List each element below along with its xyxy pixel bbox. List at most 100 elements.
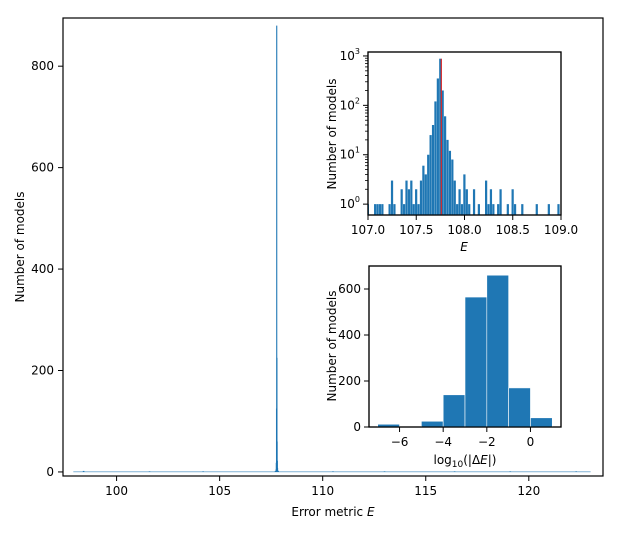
inset-log-bar-20: [429, 135, 432, 215]
inset-log-bar-24: [439, 58, 442, 216]
inset-log-bar-10: [405, 180, 408, 215]
inset-log-bar-41: [489, 189, 493, 215]
inset-delta-plot-frame-top: [368, 265, 562, 428]
inset-log-bar-49: [535, 204, 538, 215]
inset-log-bar-35: [465, 189, 468, 215]
inset-log-bar-8: [400, 189, 403, 215]
inset-log-bar-7: [393, 204, 396, 215]
inset-log-bar-14: [415, 189, 418, 215]
inset-log-bar-31: [456, 204, 459, 215]
main-ytick-label: 800: [31, 59, 54, 73]
inset-log-bar-29: [451, 159, 454, 215]
inset-log-ytick-label: 103: [340, 47, 360, 63]
main-ytick-label: 200: [31, 364, 54, 378]
inset-log-bar-23: [436, 78, 439, 215]
inset-delta-bar-4: [464, 296, 488, 428]
main-xtick-label: 105: [208, 484, 231, 498]
inset-log-bar-46: [511, 189, 514, 215]
main-bar-scatter-5: [453, 471, 456, 472]
inset-log-bars: [368, 58, 560, 216]
inset-log-xtick-label: 109.0: [544, 223, 578, 237]
inset-delta-bar-7: [530, 417, 553, 428]
inset-log-ytick-base: 10: [340, 148, 355, 162]
inset-log-ytick-exp: 3: [355, 47, 360, 56]
inset-delta-xtick-label: −6: [391, 435, 409, 449]
inset-log-bar-38: [477, 204, 480, 215]
inset-log-bar-15: [417, 204, 420, 215]
main-plot-frame: [62, 17, 604, 477]
inset-log-bar-12: [410, 180, 413, 215]
inset-log-bar-1: [374, 204, 377, 215]
main-xtick-label: 100: [105, 484, 128, 498]
inset-delta-xtick-label: 0: [527, 435, 535, 449]
inset-log-bar-51: [557, 204, 560, 215]
inset-log-ytick-label: 102: [340, 96, 360, 112]
inset-log-bar-6: [390, 180, 394, 215]
main-bar-scatter-7: [575, 471, 578, 472]
inset-log-bar-33: [460, 204, 464, 215]
inset-log-xtick-label: 107.5: [399, 223, 433, 237]
main-bars: [73, 25, 591, 473]
inset-delta-x-axis: −6 −4 −2 0: [391, 427, 535, 449]
inset-log-bar-42: [492, 204, 495, 215]
main-ytick-label: 600: [31, 161, 54, 175]
inset-log-x-axis: 107.0 107.5 108.0 108.5 109.0: [351, 215, 578, 237]
main-y-label: Number of models: [13, 191, 27, 302]
main-x-label: Error metric E: [291, 505, 375, 519]
inset-log-bar-37: [472, 189, 476, 215]
inset-delta-x-label: log10(|ΔE|): [433, 453, 496, 470]
main-bar-scatter-4: [383, 471, 386, 472]
inset-delta-ytick-label: 200: [338, 374, 361, 388]
inset-log-bar-2: [376, 204, 379, 215]
inset-delta-ytick-label: 600: [338, 282, 361, 296]
main-bar-11: [277, 470, 279, 472]
inset-log-y-label: Number of models: [325, 78, 339, 189]
inset-delta-bars: [377, 274, 553, 428]
main-xtick-label: 120: [517, 484, 540, 498]
inset-log-ytick-base: 10: [340, 49, 355, 63]
main-bar-scatter-2: [202, 471, 204, 472]
main-bar-8: [277, 467, 279, 472]
inset-delta-chart: −6 −4 −2 0 0 200 400 600 log10(|ΔE|) Number of…: [325, 265, 562, 470]
main-bar-9: [277, 470, 279, 472]
inset-log-xtick-label: 107.0: [351, 223, 385, 237]
main-ytick-label: 0: [46, 465, 54, 479]
inset-log-bar-16: [419, 180, 423, 215]
inset-log-bar-43: [497, 204, 500, 215]
inset-log-bar-40: [487, 204, 490, 215]
main-bar-scatter-0: [82, 470, 85, 472]
inset-delta-xtick-label: −4: [434, 435, 452, 449]
inset-log-ytick-label: 100: [340, 195, 360, 211]
inset-log-ytick-base: 10: [340, 197, 355, 211]
main-bar-scatter-3: [332, 471, 334, 472]
inset-log-bar-48: [521, 204, 524, 215]
inset-log-bar-21: [431, 125, 435, 215]
inset-log-bar-34: [463, 174, 466, 215]
inset-log-bar-28: [448, 150, 452, 215]
main-bar-scatter-6: [509, 471, 512, 472]
main-x-axis: 100 105 110 115 120: [105, 476, 540, 498]
inset-delta-y-axis: 0 200 400 600: [338, 282, 369, 434]
inset-log-bar-11: [407, 189, 411, 215]
inset-log-xtick-label: 108.0: [447, 223, 481, 237]
inset-log-bar-36: [468, 204, 471, 215]
inset-log-bar-3: [378, 204, 382, 215]
inset-log-bar-19: [427, 154, 430, 215]
inset-log-bar-22: [434, 101, 437, 215]
main-bar-6: [276, 441, 278, 472]
inset-log-bar-26: [443, 116, 447, 215]
inset-log-bar-39: [485, 180, 488, 215]
inset-delta-bar-2: [421, 420, 444, 428]
inset-log-bar-50: [547, 204, 550, 215]
inset-log-bar-32: [458, 189, 461, 215]
inset-log-ytick-exp: 0: [355, 195, 360, 204]
inset-delta-bar-5: [486, 274, 509, 428]
inset-delta-xtick-label: −2: [478, 435, 496, 449]
inset-log-bar-13: [412, 204, 415, 215]
inset-log-bar-27: [446, 139, 449, 215]
inset-log-xtick-label: 108.5: [496, 223, 530, 237]
inset-delta-y-label: Number of models: [325, 290, 339, 401]
inset-log-x-label: E: [460, 240, 468, 254]
